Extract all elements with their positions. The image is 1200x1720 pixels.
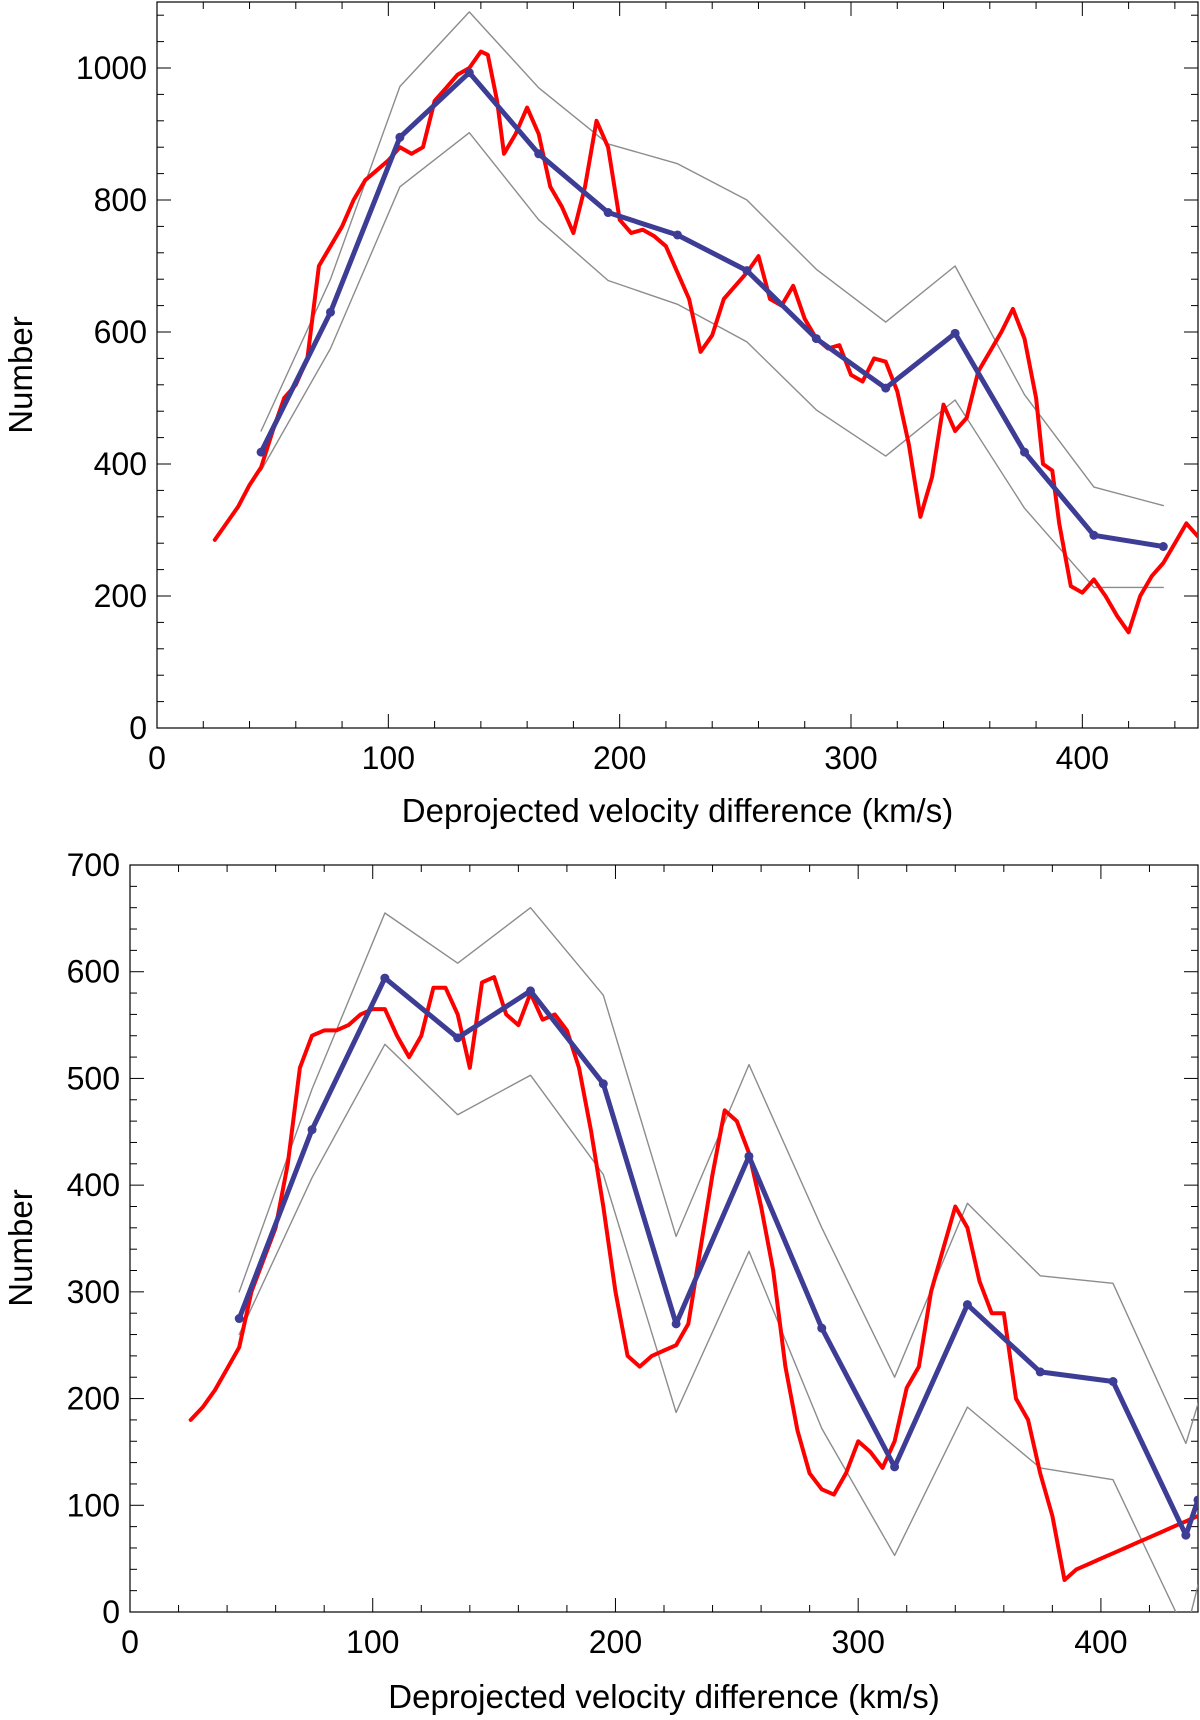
data-point (380, 973, 390, 983)
y-tick-label: 600 (67, 954, 120, 990)
data-point (526, 986, 535, 996)
data-point (534, 149, 544, 159)
y-tick-label: 400 (94, 446, 147, 482)
data-point (1181, 1530, 1191, 1540)
x-tick-label: 300 (831, 1624, 884, 1660)
data-point (817, 1323, 827, 1333)
x-tick-label: 200 (593, 740, 646, 776)
x-tick-label: 200 (589, 1624, 642, 1660)
data-point (673, 230, 682, 240)
series-line-lower-bound (238, 1043, 1198, 1612)
data-point (1108, 1376, 1118, 1386)
data-point (962, 1300, 972, 1310)
chart-2: 0 100 200 300 400 0 100 200 300 400 500 600 700 Depro… (2, 847, 1199, 1715)
series-line-upper-bound (238, 907, 1198, 1445)
data-point (671, 1319, 681, 1329)
y-tick-label: 300 (67, 1274, 120, 1310)
chart-1: 0 100 200 300 400 0 200 400 600 800 1000 Deprojecte… (2, 1, 1199, 829)
data-point (453, 1033, 463, 1043)
data-point (234, 1314, 244, 1324)
series-line-smoothed (212, 49, 1198, 635)
data-point (890, 1462, 900, 1472)
y-tick-label: 800 (94, 182, 147, 218)
data-point (811, 334, 821, 344)
y-tick-label: 200 (94, 578, 147, 614)
x-axis-label: Deprojected velocity difference (km/s) (388, 1678, 939, 1715)
plot-frame (156, 1, 1199, 729)
data-point (1158, 542, 1168, 551)
data-point (1089, 530, 1099, 540)
y-tick-label: 500 (67, 1060, 120, 1096)
y-tick-label: 0 (129, 710, 147, 746)
series-line-binned (236, 975, 1198, 1538)
data-point (307, 1125, 317, 1135)
y-tick-label: 100 (67, 1487, 120, 1523)
data-point (464, 68, 474, 78)
data-point (326, 307, 335, 317)
series-line-upper-bound (260, 11, 1165, 507)
data-point (881, 383, 891, 393)
y-tick-label: 0 (102, 1594, 120, 1630)
data-point (395, 132, 405, 142)
y-tick-label: 600 (94, 314, 147, 350)
x-tick-label: 300 (824, 740, 877, 776)
x-tick-label: 100 (362, 740, 415, 776)
data-point (1193, 1495, 1198, 1505)
data-point (950, 328, 960, 338)
x-tick-label: 400 (1074, 1624, 1127, 1660)
x-tick-label: 100 (346, 1624, 399, 1660)
series-line-lower-bound (260, 131, 1165, 589)
y-tick-label: 700 (67, 847, 120, 883)
plot-area (212, 11, 1198, 635)
data-point (1020, 447, 1029, 457)
data-point (742, 266, 752, 276)
y-tick-label: 200 (67, 1381, 120, 1417)
y-axis-label: Number (2, 316, 39, 433)
data-point (744, 1151, 754, 1161)
data-point (1035, 1367, 1045, 1377)
data-point (603, 208, 613, 218)
y-tick-label: 400 (67, 1167, 120, 1203)
plot-frame (129, 864, 1199, 1613)
x-axis-label: Deprojected velocity difference (km/s) (402, 792, 953, 829)
x-tick-label: 400 (1056, 740, 1109, 776)
y-axis-label: Number (2, 1189, 39, 1306)
y-tick-label: 1000 (76, 50, 147, 86)
x-tick-label: 0 (148, 740, 166, 776)
x-tick-label: 0 (121, 1624, 139, 1660)
series-line-binned (258, 70, 1166, 549)
data-point (598, 1079, 608, 1089)
data-point (256, 447, 266, 457)
plot-area (188, 907, 1198, 1612)
